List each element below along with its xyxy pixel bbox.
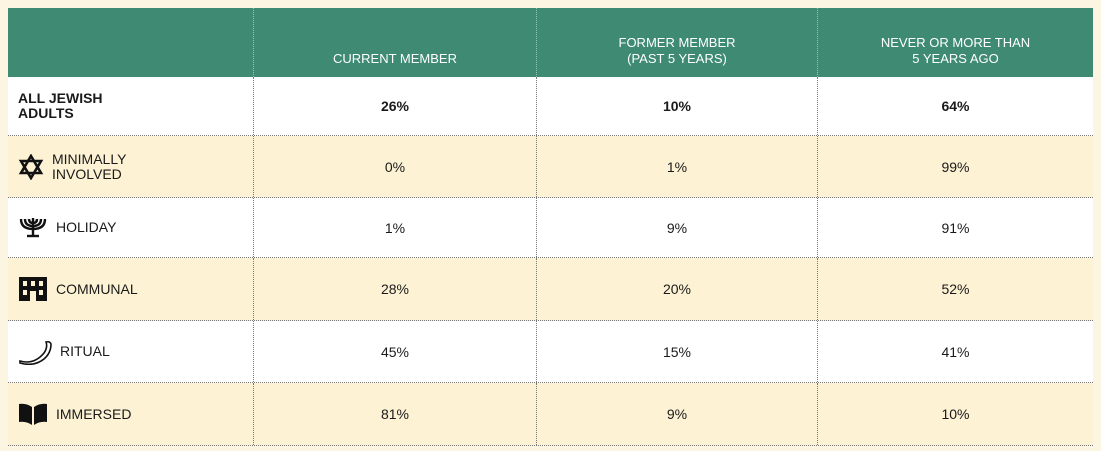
header-cell: NEVER OR MORE THAN 5 YEARS AGO	[817, 8, 1093, 77]
value-cell: 41%	[817, 321, 1093, 382]
row-label: RITUAL	[18, 339, 110, 365]
value-cell: 1%	[253, 198, 536, 257]
row-label-cell: RITUAL	[8, 321, 253, 382]
value-cell: 20%	[536, 258, 817, 320]
row-label-cell: ALL JEWISH ADULTS	[8, 77, 253, 135]
value-cell: 10%	[536, 77, 817, 135]
header-cell	[8, 8, 253, 77]
header-text: NEVER OR MORE THAN 5 YEARS AGO	[880, 35, 1031, 66]
header-text: CURRENT MEMBER	[333, 51, 457, 66]
row-icon	[18, 339, 52, 365]
row-icon	[18, 402, 48, 426]
row-label-cell: HOLIDAY	[8, 198, 253, 257]
row-label: MINIMALLY INVOLVED	[18, 150, 162, 182]
row-label-cell: MINIMALLY INVOLVED	[8, 136, 253, 197]
row-label: IMMERSED	[18, 402, 131, 426]
row-label-text: COMMUNAL	[56, 280, 138, 297]
row-label-text: RITUAL	[60, 343, 110, 359]
table-row: MINIMALLY INVOLVED 0% 1% 99%	[8, 136, 1093, 198]
value-cell: 52%	[817, 258, 1093, 320]
row-label: ALL JEWISH ADULTS	[18, 91, 128, 121]
value-cell: 15%	[536, 321, 817, 382]
table-row: COMMUNAL 28% 20% 52%	[8, 258, 1093, 321]
header-row: CURRENT MEMBER FORMER MEMBER (PAST 5 YEA…	[8, 8, 1093, 77]
value-cell: 26%	[253, 77, 536, 135]
value-cell: 10%	[817, 383, 1093, 445]
table: CURRENT MEMBER FORMER MEMBER (PAST 5 YEA…	[8, 8, 1093, 446]
table-row: IMMERSED 81% 9% 10%	[8, 383, 1093, 446]
header-text: FORMER MEMBER (PAST 5 YEARS)	[618, 35, 736, 66]
row-icon	[18, 276, 48, 302]
value-cell: 99%	[817, 136, 1093, 197]
row-label-cell: IMMERSED	[8, 383, 253, 445]
row-label-text: HOLIDAY	[56, 219, 117, 235]
value-cell: 45%	[253, 321, 536, 382]
header-cell: FORMER MEMBER (PAST 5 YEARS)	[536, 8, 817, 77]
row-label-text: ALL JEWISH ADULTS	[18, 90, 103, 121]
row-icon	[18, 217, 48, 239]
value-cell: 1%	[536, 136, 817, 197]
row-label: HOLIDAY	[18, 217, 116, 239]
value-cell: 0%	[253, 136, 536, 197]
value-cell: 9%	[536, 383, 817, 445]
row-icon	[18, 153, 44, 180]
table-row: HOLIDAY 1% 9% 91%	[8, 198, 1093, 258]
table-row: RITUAL 45% 15% 41%	[8, 321, 1093, 383]
value-cell: 64%	[817, 77, 1093, 135]
row-label-cell: COMMUNAL	[8, 258, 253, 320]
table-row: ALL JEWISH ADULTS 26% 10% 64%	[8, 77, 1093, 136]
row-label-text: MINIMALLY INVOLVED	[52, 150, 127, 182]
value-cell: 91%	[817, 198, 1093, 257]
value-cell: 81%	[253, 383, 536, 445]
header-cell: CURRENT MEMBER	[253, 8, 536, 77]
value-cell: 28%	[253, 258, 536, 320]
row-label-text: IMMERSED	[56, 405, 132, 422]
value-cell: 9%	[536, 198, 817, 257]
row-label: COMMUNAL	[18, 276, 138, 302]
